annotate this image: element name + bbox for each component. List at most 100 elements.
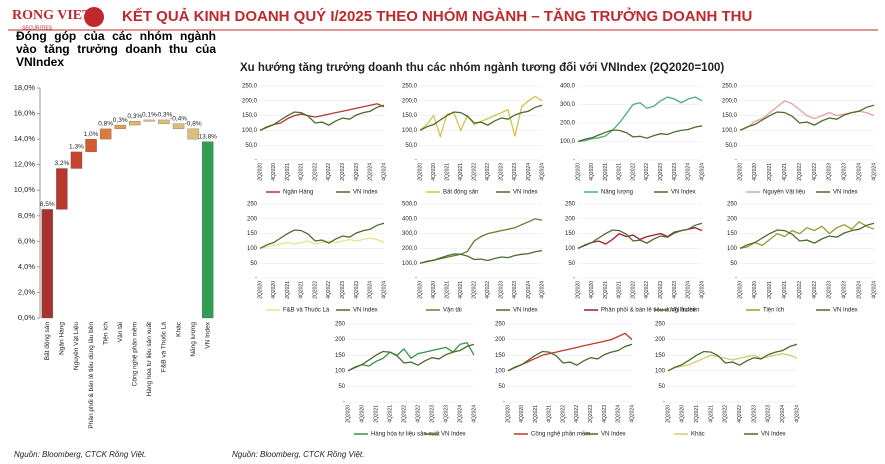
right-heading: Xu hướng tăng trưởng doanh thu các nhóm … <box>240 62 724 74</box>
y-tick-label: 200 <box>335 337 346 343</box>
x-tick-label: 2Q2022 <box>472 281 478 299</box>
x-tick-label: 4Q2023 <box>354 281 360 299</box>
x-tick-label: 4Q2021 <box>708 405 714 423</box>
y-tick-label: 200,0 <box>560 121 576 127</box>
x-tick-label: 4Q2020 <box>431 281 437 299</box>
y-tick-label: 250,0 <box>722 84 738 90</box>
line <box>739 104 875 131</box>
y-tick-label: 12,0% <box>14 160 36 169</box>
y-tick-label: 100 <box>565 246 576 252</box>
x-tick-label: 2Q2020 <box>257 281 263 299</box>
bar <box>187 128 199 140</box>
line <box>419 218 543 264</box>
data-label: 0,1% <box>142 112 157 119</box>
y-tick-label: 50,0 <box>725 143 737 149</box>
y-tick-label: 250 <box>727 202 738 208</box>
x-tick-label: 2Q2020 <box>417 163 423 181</box>
x-tick-label: 4Q2023 <box>766 405 772 423</box>
x-tick-label: 4Q2023 <box>354 163 360 181</box>
y-tick-label: 150 <box>565 231 576 237</box>
x-tick-label: Năng lượng <box>190 322 197 357</box>
data-label: 13,8% <box>198 133 217 140</box>
y-tick-label: 100 <box>727 246 738 252</box>
legend-label: VN Index <box>441 432 466 438</box>
y-tick-label: 500,0 <box>402 202 418 208</box>
x-tick-label: 4Q2020 <box>271 163 277 181</box>
y-tick-label: 8,0% <box>18 211 35 220</box>
x-tick-label: 4Q2023 <box>443 405 449 423</box>
x-tick-label: 2Q2022 <box>630 281 636 299</box>
logo-sub: SECURITIES <box>22 25 53 31</box>
x-tick-label: 4Q2020 <box>359 405 365 423</box>
y-tick-label: 100 <box>335 368 346 374</box>
x-tick-label: 2Q2023 <box>827 281 833 299</box>
y-tick-label: 300,0 <box>560 102 576 108</box>
y-tick-label: - <box>735 276 737 282</box>
x-tick-label: 4Q2020 <box>752 281 758 299</box>
legend-label: Năng lượng <box>601 190 633 196</box>
x-tick-label: 4Q2024 <box>471 405 477 423</box>
line <box>259 237 385 250</box>
legend-label: Ngân Hàng <box>283 190 313 196</box>
y-tick-label: 200 <box>655 337 666 343</box>
data-label: 1,0% <box>84 131 99 138</box>
x-tick-label: 4Q2022 <box>326 281 332 299</box>
x-tick-label: 2Q2024 <box>368 163 374 181</box>
y-tick-label: - <box>255 276 257 282</box>
y-tick-label: 150 <box>247 231 258 237</box>
bar <box>56 168 68 210</box>
x-tick-label: 2Q2021 <box>444 281 450 299</box>
x-tick-label: 2Q2021 <box>603 163 609 181</box>
x-tick-label: 2Q2021 <box>533 405 539 423</box>
bar <box>129 121 141 126</box>
y-tick-label: 10,0% <box>14 185 36 194</box>
line <box>259 222 385 249</box>
y-tick-label: 50 <box>658 384 665 390</box>
y-tick-label: - <box>573 276 575 282</box>
x-tick-label: 2Q2024 <box>368 281 374 299</box>
y-tick-label: 400,0 <box>560 84 576 90</box>
bar <box>85 138 97 153</box>
legend-label: Tiện ích <box>763 308 784 314</box>
y-tick-label: 50 <box>250 261 257 267</box>
x-tick-label: 4Q2020 <box>752 163 758 181</box>
y-tick-label: 18,0% <box>14 83 36 92</box>
y-tick-label: 100,0 <box>402 261 418 267</box>
x-tick-label: 2Q2023 <box>429 405 435 423</box>
y-tick-label: 300,0 <box>402 231 418 237</box>
x-tick-label: 4Q2023 <box>672 163 678 181</box>
data-label: 0,3% <box>127 113 142 120</box>
x-tick-label: 2Q2021 <box>444 163 450 181</box>
y-tick-label: 150,0 <box>402 113 418 119</box>
line <box>667 352 798 372</box>
x-tick-label: 4Q2024 <box>699 163 705 181</box>
x-tick-label: 2Q2021 <box>373 405 379 423</box>
line <box>739 220 875 250</box>
y-tick-label: 2,0% <box>18 287 35 296</box>
y-tick-label: 100 <box>247 246 258 252</box>
x-tick-label: 2Q2023 <box>499 163 505 181</box>
y-tick-label: 250 <box>335 322 346 328</box>
x-tick-label: Công nghệ phần mềm <box>130 322 139 386</box>
y-tick-label: 400,0 <box>402 216 418 222</box>
y-tick-label: 50 <box>338 384 345 390</box>
y-tick-label: 200,0 <box>402 246 418 252</box>
bar <box>143 119 156 122</box>
y-tick-label: 50 <box>568 261 575 267</box>
x-tick-label: 2Q2023 <box>340 163 346 181</box>
x-tick-label: 4Q2022 <box>485 281 491 299</box>
x-tick-label: Bất động sản <box>42 322 51 361</box>
x-tick-label: 4Q2020 <box>589 281 595 299</box>
x-tick-label: 2Q2020 <box>737 163 743 181</box>
legend-label: Nguyên Vật liệu <box>763 190 805 196</box>
x-tick-label: 4Q2024 <box>794 405 800 423</box>
page-title: KẾT QUẢ KINH DOANH QUÝ I/2025 THEO NHÓM … <box>122 7 752 25</box>
data-label: -0,4% <box>170 115 187 122</box>
legend-label: VN Index <box>833 308 858 314</box>
x-tick-label: 4Q2023 <box>602 405 608 423</box>
x-tick-label: 4Q2021 <box>299 281 305 299</box>
x-tick-label: 2Q2020 <box>257 163 263 181</box>
y-tick-label: 250 <box>565 202 576 208</box>
x-tick-label: 2Q2022 <box>630 163 636 181</box>
